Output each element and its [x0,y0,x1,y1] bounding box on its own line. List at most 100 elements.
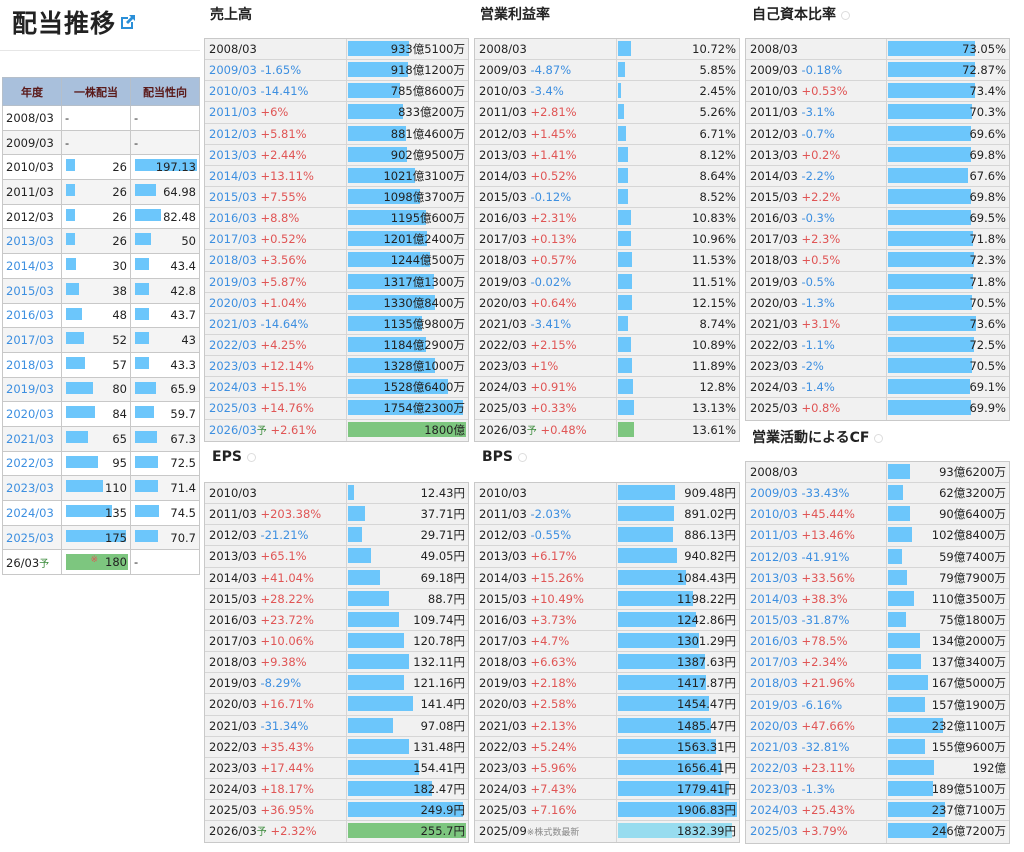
dps-cell: 38 [61,277,131,304]
year[interactable]: 2021/03 [209,316,257,331]
year-cell[interactable]: 2022/03 [2,450,62,477]
external-link-icon[interactable] [118,12,138,32]
dps-value: 80 [112,382,127,397]
payout-value: 67.3 [170,431,196,446]
value-cell: 1242.86円 [617,609,739,630]
year-cell[interactable]: 2023/03 [2,475,62,501]
year[interactable]: 2022/03 [6,456,54,471]
year[interactable]: 2013/03 [750,570,798,585]
year[interactable]: 2017/03 [6,333,54,348]
year-cell: 2011/03 [2,179,62,205]
change-value: -0.02% [530,274,572,289]
year[interactable]: 2019/03 [6,382,54,397]
table-row: 2017/03 52 43 [2,327,200,353]
table-row: 2013/03 +33.56% 79億7900万 [746,567,1009,589]
year-cell[interactable]: 2015/03 [2,277,62,304]
year[interactable]: 2021/03 [6,431,54,446]
year[interactable]: 2023/03 [6,481,54,496]
year[interactable]: 2016/03 [6,308,54,323]
year[interactable]: 2017/03 [750,655,798,670]
year[interactable]: 2017/03 [209,232,257,247]
year[interactable]: 2019/03 [209,274,257,289]
change-value: +7.16% [530,803,577,818]
year: 2025/03 [479,803,527,818]
year: 2021/03 [209,718,257,733]
year-cell[interactable]: 2020/03 [2,401,62,427]
change-value: -31.87% [801,612,850,627]
year[interactable]: 2019/03 [750,697,798,712]
year[interactable]: 2011/03 [750,528,798,543]
year: 2013/03 [479,147,527,162]
year-cell: 2021/03 +2.13% [475,715,617,736]
year[interactable]: 2022/03 [209,337,257,352]
year[interactable]: 2014/03 [6,258,54,273]
value: 49.05円 [420,549,465,564]
year[interactable]: 2010/03 [209,84,257,99]
year-cell[interactable]: 2019/03 [2,376,62,403]
value-bar [348,759,420,775]
year[interactable]: 2009/03 [750,486,798,501]
year[interactable]: 2015/03 [6,283,54,298]
year[interactable]: 2016/03 [209,211,257,226]
year[interactable]: 2024/03 [209,380,257,395]
year-cell: 2012/03 +1.45% [475,123,617,144]
year-cell[interactable]: 2013/03 [2,228,62,255]
table-row: 2025/03 +14.76% 1754億2300万 [205,398,468,420]
year[interactable]: 2025/03 [750,824,798,839]
year[interactable]: 2022/03 [750,760,798,775]
value-cell: 933億5100万 [347,39,468,60]
year[interactable]: 2024/03 [750,803,798,818]
dps-cell: 135 [61,500,131,526]
year-cell: 2024/03 +7.43% [475,778,617,800]
year[interactable]: 2014/03 [750,591,798,606]
year-cell[interactable]: 2021/03 [2,425,62,452]
year[interactable]: 2016/03 [750,634,798,649]
year-cell[interactable]: 2017/03 [2,327,62,353]
table-row: 2013/03 +1.41% 8.12% [475,144,739,166]
change-value: +0.57% [530,253,577,268]
year[interactable]: 2024/03 [6,505,54,520]
year[interactable]: 2015/03 [750,612,798,627]
table-row: 2019/03 -6.16% 157億1900万 [746,694,1009,716]
year[interactable]: 2018/03 [750,676,798,691]
year[interactable]: 2009/03 [209,63,257,78]
help-icon[interactable] [841,10,850,20]
year[interactable]: 2023/03 [750,782,798,797]
year[interactable]: 2013/03 [209,147,257,162]
year-cell[interactable]: 2014/03 [2,253,62,279]
year[interactable]: 2012/03 [750,549,798,564]
year[interactable]: 2015/03 [209,189,257,204]
help-icon[interactable] [518,452,528,462]
year[interactable]: 2014/03 [209,168,257,183]
year[interactable]: 2023/03 [209,359,257,374]
year[interactable]: 2010/03 [750,507,798,522]
value-bar [348,485,354,500]
year[interactable]: 2025/03 [6,530,54,545]
change-value: +3.73% [530,612,577,627]
year-cell: 2017/03 +4.7% [475,630,617,652]
year-cell[interactable]: 2024/03 [2,500,62,526]
value-cell: 72.5% [887,334,1009,356]
year[interactable]: 2021/03 [750,739,798,754]
year[interactable]: 2013/03 [6,234,54,249]
change-value: -0.12% [530,189,572,204]
change-value: +0.52% [260,232,307,247]
table-row: 2019/03 -8.29% 121.16円 [205,673,468,695]
year[interactable]: 2020/03 [209,295,257,310]
year-cell[interactable]: 2016/03 [2,302,62,329]
table-row: 2011/03 +2.81% 5.26% [475,102,739,124]
value: 10.96% [692,232,736,247]
year[interactable]: 2020/03 [750,718,798,733]
year[interactable]: 2018/03 [6,357,54,372]
year[interactable]: 2020/03 [6,407,54,422]
year-cell[interactable]: 2025/03 [2,524,62,551]
year-cell[interactable]: 2018/03 [2,351,62,378]
value-bar [888,146,972,162]
year[interactable]: 2011/03 [209,105,257,120]
year[interactable]: 2012/03 [209,126,257,141]
table-row: 2015/03 +28.22% 88.7円 [205,588,468,610]
help-icon[interactable] [874,433,884,443]
year[interactable]: 2025/03 [209,401,257,416]
year[interactable]: 2018/03 [209,253,257,268]
help-icon[interactable] [246,452,256,462]
